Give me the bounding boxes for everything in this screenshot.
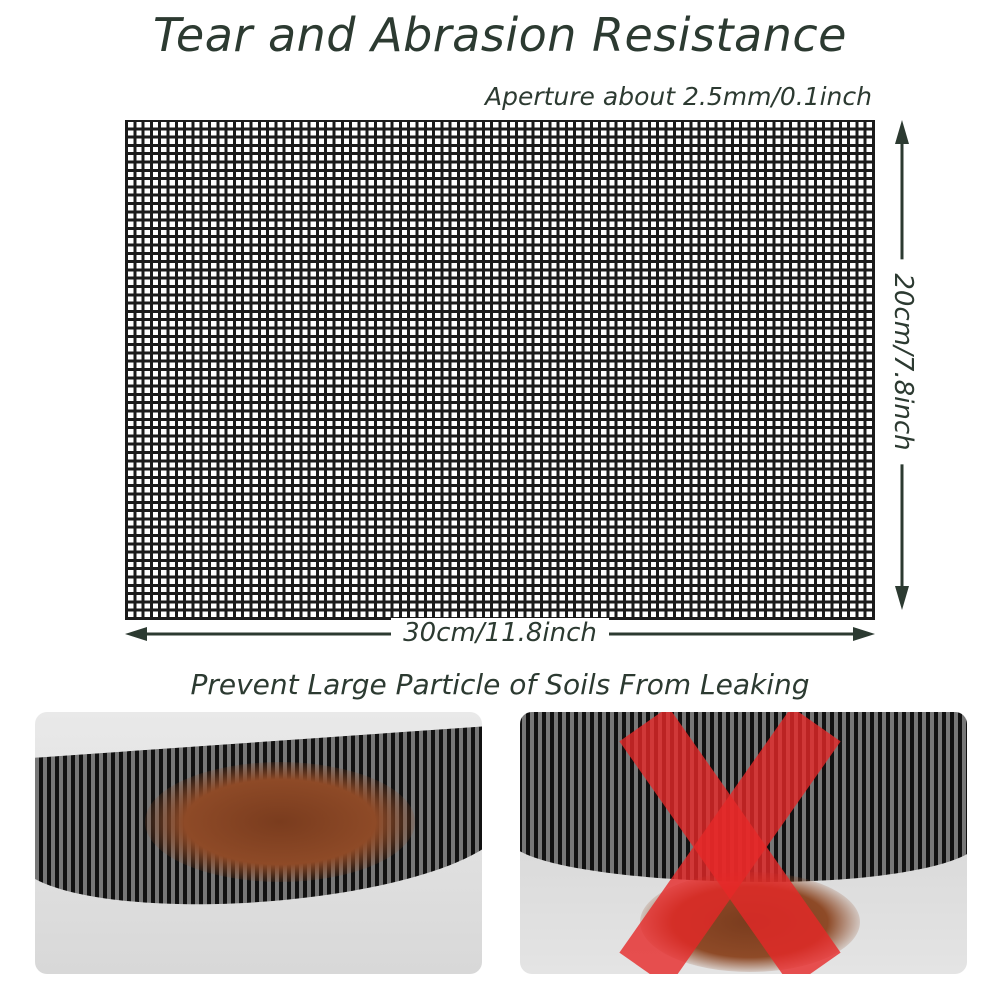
soil-pile [145, 762, 415, 882]
mesh-photo-net [520, 712, 967, 882]
width-label: 30cm/11.8inch [391, 618, 609, 648]
photo-soil-on-mesh [35, 712, 482, 974]
mesh-sheet-image [125, 120, 875, 620]
width-label-wrap: 30cm/11.8inch [0, 618, 1000, 648]
aperture-label: Aperture about 2.5mm/0.1inch [485, 82, 872, 111]
page-title: Tear and Abrasion Resistance [153, 8, 847, 62]
photo-soil-leaking [520, 712, 967, 974]
height-label: 20cm/7.8inch [888, 259, 918, 465]
subtitle: Prevent Large Particle of Soils From Lea… [190, 668, 810, 701]
